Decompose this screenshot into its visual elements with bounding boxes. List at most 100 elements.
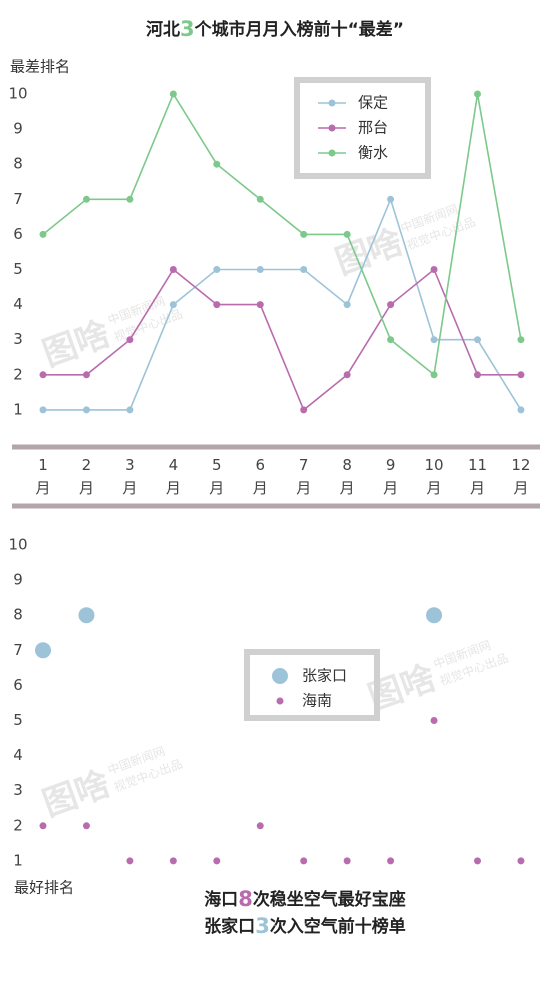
point xyxy=(256,195,264,203)
y-tick-label: 4 xyxy=(13,295,23,313)
x-tick-part: 月 xyxy=(470,479,485,497)
point xyxy=(300,857,308,865)
y-tick-label: 5 xyxy=(13,711,23,729)
point xyxy=(256,301,264,309)
point xyxy=(426,607,443,624)
legend-marker xyxy=(328,124,336,132)
x-tick-part: 7 xyxy=(299,456,309,474)
x-tick-part: 月 xyxy=(427,479,442,497)
x-tick-part: 月 xyxy=(253,479,268,497)
point xyxy=(78,607,95,624)
y-tick-label: 10 xyxy=(8,85,27,103)
line xyxy=(43,196,522,411)
x-tick-label: 10 月 xyxy=(425,456,444,497)
point xyxy=(169,90,177,98)
x-tick-part: 月 xyxy=(35,479,50,497)
point xyxy=(430,336,438,344)
point xyxy=(82,822,90,830)
heading-part: 河北 xyxy=(146,20,180,40)
point xyxy=(169,857,177,865)
point xyxy=(82,195,90,203)
heading: 海口8次稳坐空气最好宝座 xyxy=(204,887,406,911)
y-tick-label: 1 xyxy=(13,400,23,418)
x-tick-part: 月 xyxy=(79,479,94,497)
y-tick-label: 5 xyxy=(13,260,23,278)
x-tick-part: 8 xyxy=(342,456,352,474)
y-axis-label: 最差排名 xyxy=(10,58,70,76)
x-tick-part: 5 xyxy=(212,456,222,474)
y-tick-label: 6 xyxy=(13,225,23,243)
legend-marker xyxy=(328,99,336,107)
point xyxy=(300,406,308,414)
point xyxy=(126,857,134,865)
y-tick-label: 6 xyxy=(13,676,23,694)
x-tick-part: 月 xyxy=(166,479,181,497)
point xyxy=(430,717,438,724)
point xyxy=(430,371,438,379)
watermark-logo: 图啥 xyxy=(37,764,115,825)
legend-marker xyxy=(272,668,288,684)
point xyxy=(126,195,134,203)
point xyxy=(387,857,395,865)
point xyxy=(474,90,481,98)
y-tick-label: 9 xyxy=(13,120,23,138)
legend-box xyxy=(244,649,380,721)
legend-label: 保定 xyxy=(358,94,388,112)
y-axis-label: 最好排名 xyxy=(14,879,74,897)
watermark: 图啥 中国新闻网 视觉中心出品 xyxy=(37,743,184,825)
watermark: 图啥 中国新闻网 视觉中心出品 xyxy=(37,293,184,375)
point xyxy=(213,857,221,865)
x-tick-part: 12 xyxy=(511,456,530,474)
point xyxy=(517,406,525,414)
x-tick-part: 月 xyxy=(209,479,224,497)
watermark: 图啥 中国新闻网 视觉中心出品 xyxy=(330,201,477,283)
x-tick-label: 11 月 xyxy=(468,456,487,497)
point xyxy=(39,230,47,238)
heading: 张家口3次入空气前十榜单 xyxy=(204,914,406,938)
x-tick-part: 3 xyxy=(125,456,135,474)
point xyxy=(343,230,351,238)
point xyxy=(474,857,481,865)
watermark-logo: 图啥 xyxy=(37,314,115,375)
heading-part: 张家口 xyxy=(204,916,255,937)
y-tick-label: 1 xyxy=(13,851,23,869)
point xyxy=(213,266,221,273)
point xyxy=(517,371,525,379)
x-tick-part: 4 xyxy=(169,456,179,474)
watermark: 图啥 中国新闻网 视觉中心出品 xyxy=(363,637,510,719)
point xyxy=(213,301,221,309)
legend-box xyxy=(294,77,431,179)
legend-marker xyxy=(328,149,336,157)
point xyxy=(343,857,351,865)
y-tick-label: 10 xyxy=(8,536,27,554)
y-tick-label: 7 xyxy=(13,641,23,659)
point xyxy=(387,195,395,203)
point xyxy=(126,406,134,414)
point xyxy=(474,371,481,379)
y-tick-label: 2 xyxy=(13,816,23,834)
y-tick-label: 3 xyxy=(13,781,23,799)
x-tick-label: 12 月 xyxy=(511,456,530,497)
point xyxy=(517,336,525,344)
legend-label: 邢台 xyxy=(358,119,388,137)
point xyxy=(213,160,221,168)
y-tick-label: 3 xyxy=(13,330,23,348)
x-tick-part: 6 xyxy=(255,456,265,474)
point xyxy=(82,406,90,414)
y-tick-label: 9 xyxy=(13,571,23,589)
y-tick-label: 7 xyxy=(13,190,23,208)
line xyxy=(43,268,521,412)
x-tick-part: 10 xyxy=(425,456,444,474)
highlight: 8 xyxy=(238,887,253,911)
point xyxy=(387,336,395,344)
point xyxy=(169,266,177,273)
point xyxy=(256,266,264,273)
